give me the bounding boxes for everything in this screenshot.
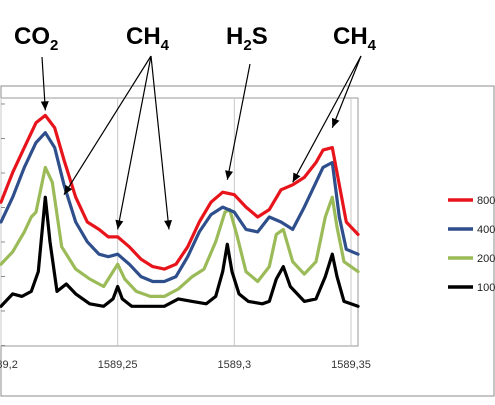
- annotation-arrowhead: [292, 172, 301, 183]
- annotation-arrows: [40, 55, 362, 230]
- annotation-label-subscript: 2: [243, 37, 251, 54]
- annotation-arrowhead: [225, 170, 233, 180]
- series-line-100: [0, 195, 360, 308]
- annotation-label-subscript: 4: [161, 37, 170, 54]
- x-tick-label: 1589,35: [331, 359, 371, 371]
- annotation-label-main: CH: [333, 23, 368, 50]
- annotation-labels: CO2 CH4 H2S CH4: [14, 23, 377, 54]
- legend-label-200: 200: [477, 253, 495, 265]
- annotation-arrowhead: [40, 101, 49, 111]
- legend: 800 400 200 100: [448, 195, 495, 294]
- annotation-label-subscript: 4: [368, 37, 377, 54]
- series-line-400: [0, 131, 360, 284]
- annotation-label-subscript: 2: [50, 37, 58, 54]
- y-axis-ticks: [1, 103, 5, 346]
- legend-label-100: 100: [477, 282, 495, 294]
- x-tick-label: 1589,25: [98, 359, 138, 371]
- series-lines: [0, 113, 360, 308]
- annotation-arrowhead: [332, 117, 340, 128]
- annotation-label: H2S: [226, 23, 268, 54]
- annotation-label-main: CO: [14, 23, 50, 50]
- annotation-arrowhead: [164, 220, 172, 230]
- annotation-arrow-shaft: [226, 63, 251, 180]
- legend-label-400: 400: [477, 224, 495, 236]
- annotation-arrow-shaft: [63, 55, 152, 195]
- series-line-800: [0, 113, 360, 271]
- annotation-arrow-shaft: [150, 55, 170, 230]
- annotation-label-main: CH: [126, 23, 161, 50]
- plot-area: [0, 97, 359, 347]
- x-tick-label: 1589,3: [218, 359, 252, 371]
- x-tick-label: 1589,2: [0, 359, 18, 371]
- legend-label-800: 800: [477, 195, 495, 207]
- annotation-arrow-shaft: [331, 55, 362, 128]
- annotation-label: CH4: [333, 23, 377, 54]
- series-line-200: [0, 165, 360, 298]
- annotation-label-tail: S: [252, 23, 268, 50]
- x-axis-tick-labels: 1589,2 1589,25 1589,3 1589,35: [0, 359, 371, 371]
- annotation-label: CO2: [14, 23, 58, 54]
- annotation-label-main: H: [226, 23, 243, 50]
- annotation-arrowhead: [64, 184, 73, 195]
- annotation-label: CH4: [126, 23, 170, 54]
- annotation-arrow-shaft: [292, 55, 362, 183]
- annotation-arrow-shaft: [117, 55, 152, 230]
- annotation-arrowhead: [115, 219, 124, 230]
